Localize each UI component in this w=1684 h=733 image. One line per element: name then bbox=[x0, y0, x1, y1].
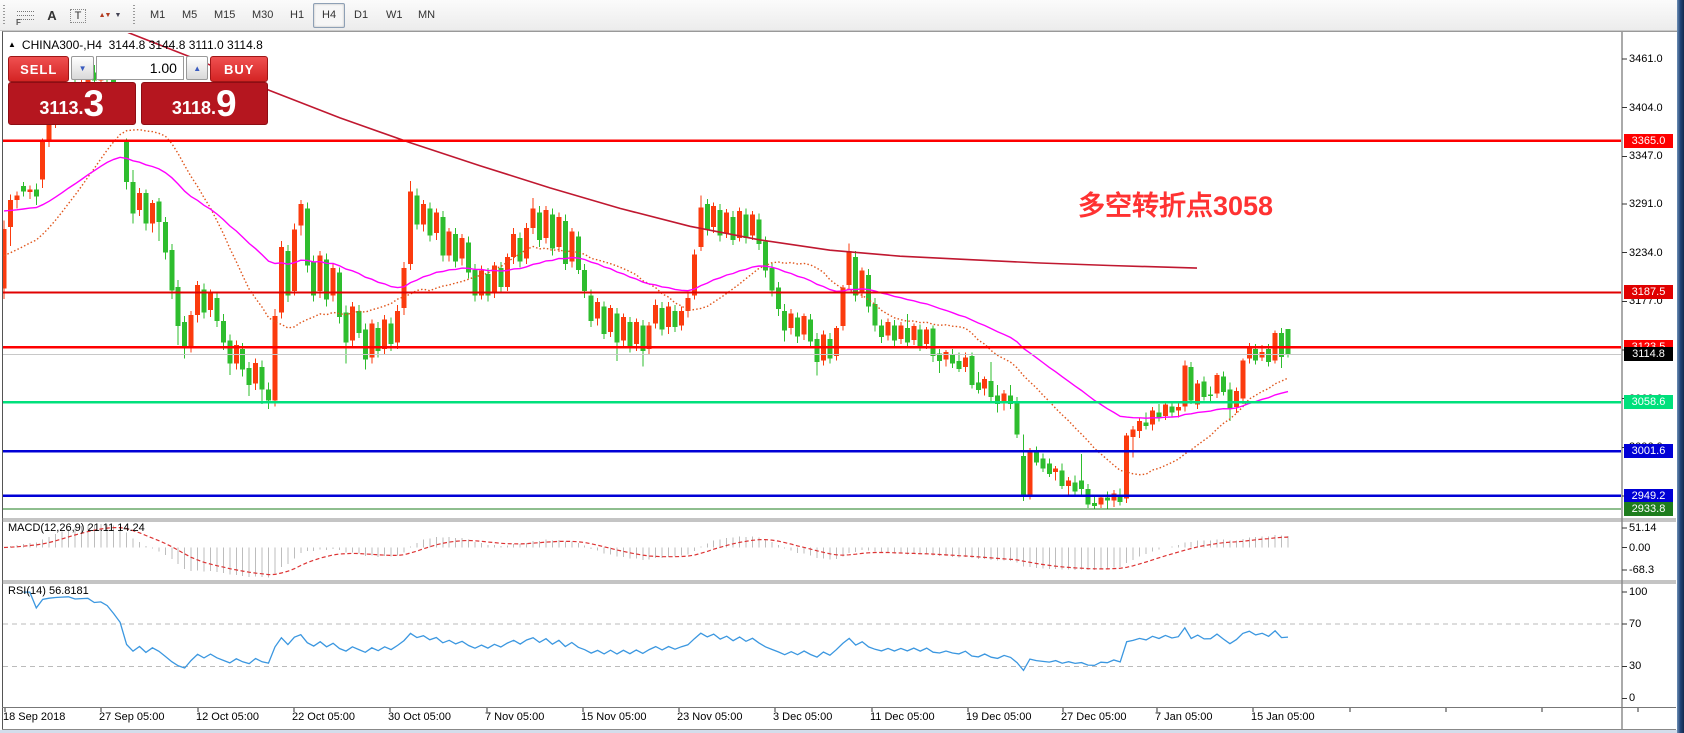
buy-button[interactable]: BUY bbox=[210, 56, 268, 82]
date-tick-label: 7 Jan 05:00 bbox=[1155, 711, 1213, 723]
price-tick-label: 3291.0 bbox=[1629, 198, 1663, 211]
dotted-rows bbox=[16, 8, 34, 23]
ohlc-values: 3144.8 3144.8 3111.0 3114.8 bbox=[108, 38, 263, 52]
ask-price-display[interactable]: 3118. 9 bbox=[140, 82, 268, 125]
text-label-icon[interactable]: A bbox=[47, 8, 57, 23]
timeframe-button-m15[interactable]: M15 bbox=[214, 9, 236, 21]
timeframe-button-h1[interactable]: H1 bbox=[290, 9, 305, 21]
date-tick-label: 22 Oct 05:00 bbox=[292, 711, 355, 723]
date-tick-label: 11 Dec 05:00 bbox=[870, 711, 935, 723]
window-bottom-edge bbox=[0, 730, 1677, 733]
macd-axis-label: -68.3 bbox=[1629, 564, 1655, 576]
price-level-label: 3365.0 bbox=[1624, 133, 1673, 148]
rsi-axis-label: 30 bbox=[1629, 660, 1642, 673]
macd-values: 21.11 14.24 bbox=[87, 522, 145, 534]
fibonacci-grid-icon[interactable]: F bbox=[12, 3, 38, 28]
volume-input[interactable]: 1.00 bbox=[95, 56, 184, 80]
macd-axis-label: 51.14 bbox=[1629, 522, 1657, 534]
date-tick-label: 3 Dec 05:00 bbox=[773, 711, 833, 723]
chart-ohlc-header: ▲ CHINA300-,H4 3144.8 3144.8 3111.0 3114.… bbox=[8, 38, 263, 52]
window-right-edge bbox=[1677, 0, 1684, 733]
date-tick-label: 30 Oct 05:00 bbox=[388, 711, 451, 723]
chart-window bbox=[2, 31, 1678, 731]
date-tick-label: 27 Dec 05:00 bbox=[1061, 711, 1127, 723]
date-tick-label: 18 Sep 2018 bbox=[3, 711, 66, 723]
toolbar-grip[interactable] bbox=[3, 5, 8, 25]
timeframe-button-d1[interactable]: D1 bbox=[354, 9, 369, 21]
timeframe-button-m30[interactable]: M30 bbox=[252, 9, 274, 21]
arrows-glyph: ▲▼ bbox=[98, 12, 112, 19]
date-tick-label: 15 Nov 05:00 bbox=[581, 711, 647, 723]
rsi-label: RSI(14) 56.8181 bbox=[8, 585, 89, 597]
price-level-label: 2933.8 bbox=[1624, 501, 1673, 516]
bid-frac: 3 bbox=[83, 83, 105, 124]
price-level-label: 3187.5 bbox=[1624, 285, 1673, 300]
macd-axis-label: 0.00 bbox=[1629, 541, 1651, 554]
volume-increase-button[interactable]: ▲ bbox=[185, 56, 209, 80]
ask-main: 3118 bbox=[171, 98, 211, 118]
timeframe-button-m1[interactable]: M1 bbox=[150, 9, 166, 21]
price-level-label: 3114.8 bbox=[1624, 347, 1673, 362]
collapse-triangle-icon[interactable]: ▲ bbox=[8, 40, 16, 49]
price-level-label: 3058.6 bbox=[1624, 395, 1673, 410]
rsi-value: 56.8181 bbox=[48, 585, 89, 597]
symbol-period: CHINA300-,H4 bbox=[21, 38, 102, 52]
toolbar: F A T ▲▼ ▼ M1 M5 M15 M30 H1 H4 D1 W1 MN bbox=[0, 0, 1677, 31]
t-letter: T bbox=[69, 8, 87, 23]
price-tick-label: 3347.0 bbox=[1629, 150, 1663, 163]
timeframe-button-h4[interactable]: H4 bbox=[313, 3, 346, 28]
fibo-letter: F bbox=[16, 18, 21, 27]
chart-annotation-text: 多空转折点3058 bbox=[1078, 191, 1274, 221]
price-level-label: 2949.2 bbox=[1624, 488, 1673, 503]
ask-dot: . bbox=[210, 98, 216, 118]
timeframe-button-m5[interactable]: M5 bbox=[182, 9, 198, 21]
text-box-icon[interactable]: T bbox=[66, 3, 90, 28]
bid-dot: . bbox=[78, 98, 84, 118]
rsi-axis-label: 70 bbox=[1629, 617, 1642, 630]
symbol-arrows-icon[interactable]: ▲▼ ▼ bbox=[92, 3, 128, 28]
bid-price-display[interactable]: 3113. 3 bbox=[8, 82, 136, 125]
date-tick-label: 15 Jan 05:00 bbox=[1251, 711, 1315, 723]
date-tick-label: 23 Nov 05:00 bbox=[677, 711, 743, 723]
ask-frac: 9 bbox=[216, 83, 237, 124]
date-tick-label: 7 Nov 05:00 bbox=[485, 711, 545, 723]
volume-decrease-button[interactable]: ▼ bbox=[71, 56, 94, 80]
price-tick-label: 3234.0 bbox=[1629, 246, 1663, 259]
macd-label: MACD(12,26,9) 21.11 14.24 bbox=[8, 522, 145, 534]
date-tick-label: 27 Sep 05:00 bbox=[99, 711, 165, 723]
date-tick-label: 19 Dec 05:00 bbox=[966, 711, 1032, 723]
timeframe-button-mn[interactable]: MN bbox=[418, 9, 436, 21]
price-tick-label: 3461.0 bbox=[1629, 53, 1663, 65]
toolbar-grip-2[interactable] bbox=[133, 5, 138, 25]
rsi-axis-label: 0 bbox=[1629, 692, 1636, 705]
rsi-axis-label: 100 bbox=[1629, 586, 1648, 599]
date-tick-label: 12 Oct 05:00 bbox=[196, 711, 259, 723]
price-tick-label: 3404.0 bbox=[1629, 101, 1663, 114]
timeframe-button-w1[interactable]: W1 bbox=[386, 9, 403, 21]
chevron-down-icon: ▼ bbox=[114, 12, 122, 19]
sell-button[interactable]: SELL bbox=[8, 56, 70, 82]
bid-main: 3113 bbox=[39, 98, 79, 118]
price-level-label: 3001.6 bbox=[1624, 444, 1673, 459]
